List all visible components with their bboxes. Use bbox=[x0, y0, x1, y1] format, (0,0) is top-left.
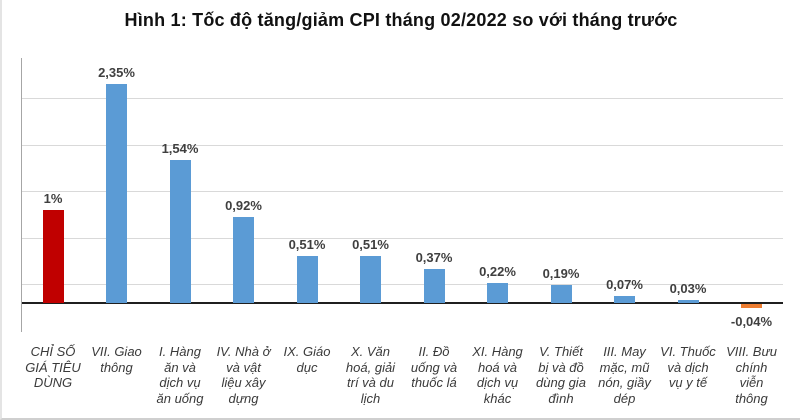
bar bbox=[360, 255, 381, 303]
bar-value-label: 0,92% bbox=[225, 198, 262, 214]
bar-value-label: 0,07% bbox=[606, 277, 643, 293]
gridline bbox=[22, 144, 783, 146]
category-label: X. Văn hoá, giải trí và du lịch bbox=[345, 344, 396, 406]
bar-value-label: 2,35% bbox=[98, 65, 135, 81]
bar-value-label: -0,04% bbox=[730, 313, 773, 329]
bar bbox=[169, 159, 191, 303]
bar-value-label: 0,22% bbox=[479, 263, 516, 279]
category-label: XI. Hàng hoá và dịch vụ khác bbox=[472, 344, 523, 406]
bar bbox=[106, 84, 127, 303]
category-axis-line bbox=[22, 302, 783, 304]
bar-value-label: 1% bbox=[43, 191, 63, 206]
gridline bbox=[22, 98, 783, 100]
category-label: III. May mặc, mũ nón, giầy dép bbox=[598, 344, 651, 406]
category-axis: CHỈ SỐ GIÁ TIÊU DÙNG VII. Giao thông I. Hà… bbox=[21, 344, 783, 416]
bar bbox=[677, 300, 699, 303]
bar bbox=[550, 285, 572, 303]
bar bbox=[423, 268, 445, 303]
bar-value-label: 0,51% bbox=[352, 236, 389, 252]
chart-title: Hình 1: Tốc độ tăng/giảm CPI tháng 02/20… bbox=[124, 10, 678, 30]
bar bbox=[296, 255, 318, 303]
category-label: V. Thiết bị và đồ dùng gia đình bbox=[536, 344, 586, 406]
bar-value-label: 0,19% bbox=[542, 266, 580, 282]
bar bbox=[614, 296, 635, 303]
value-axis-line bbox=[21, 58, 22, 332]
category-label: VIII. Bưu chính viễn thông bbox=[726, 344, 777, 406]
category-label: I. Hàng ăn và dịch vụ ăn uống bbox=[156, 344, 204, 406]
bar-value-label: 1,54% bbox=[161, 140, 199, 156]
category-label: II. Đồ uống và thuốc lá bbox=[410, 344, 458, 390]
gridline bbox=[22, 237, 783, 239]
bar-value-label: 0,03% bbox=[669, 281, 707, 297]
category-label: IX. Giáo dục bbox=[283, 344, 331, 375]
category-label: VI. Thuốc và dịch vụ y tế bbox=[660, 344, 716, 390]
category-label: CHỈ SỐ GIÁ TIÊU DÙNG bbox=[25, 344, 81, 390]
bar-value-label: 0,51% bbox=[288, 236, 326, 252]
category-label: VII. Giao thông bbox=[91, 344, 142, 375]
bar bbox=[42, 210, 64, 303]
bar-value-label: 0,37% bbox=[415, 249, 453, 265]
category-label: IV. Nhà ở và vật liệu xây dựng bbox=[216, 344, 271, 406]
bar bbox=[741, 304, 762, 308]
plot-area: 1% 2,35% 1,54% 0,92% 0,51% 0,51% 0,37% 0,22% 0,1… bbox=[21, 58, 783, 332]
bar bbox=[233, 217, 254, 303]
gridline bbox=[22, 191, 783, 193]
bar bbox=[487, 282, 508, 303]
gridline bbox=[22, 284, 783, 286]
